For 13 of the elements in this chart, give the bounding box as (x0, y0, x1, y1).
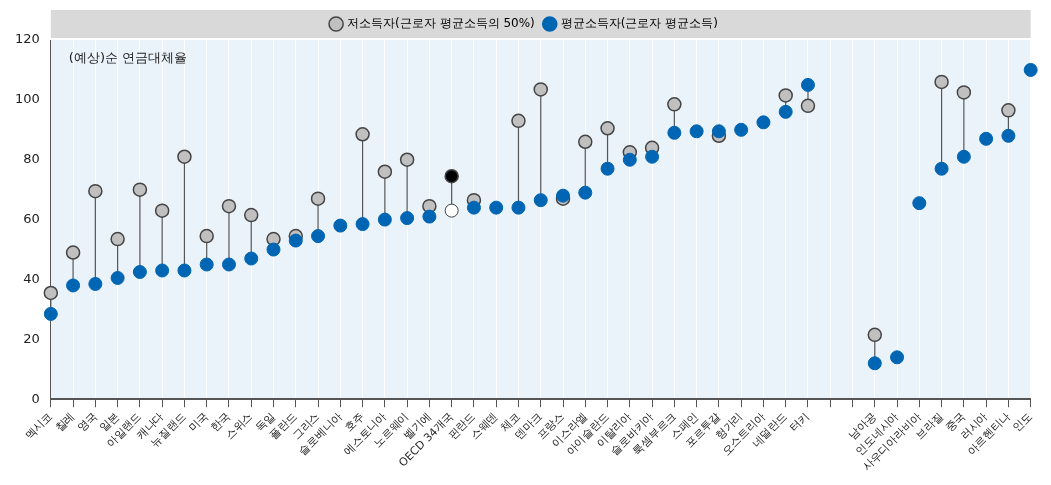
x-tick-label: 인도 (1010, 409, 1035, 435)
y-tick-label: 20 (23, 330, 40, 346)
y-tick-label: 0 (31, 390, 40, 406)
y-tick-label: 80 (23, 151, 40, 167)
legend-label: 평균소득자(근로자 평균소득) (560, 16, 718, 31)
y-tick-label: 40 (23, 270, 40, 286)
y-tick-label: 120 (14, 31, 40, 47)
y-tick-label: 100 (14, 91, 40, 107)
x-tick-label: 미국 (186, 409, 211, 435)
legend-label: 저소득자(근로자 평균소득의 50%) (347, 16, 535, 31)
x-tick-label: 터키 (787, 409, 813, 435)
y-axis-title: (예상)순 연금대체율 (68, 49, 188, 65)
y-tick-label: 60 (23, 210, 40, 226)
